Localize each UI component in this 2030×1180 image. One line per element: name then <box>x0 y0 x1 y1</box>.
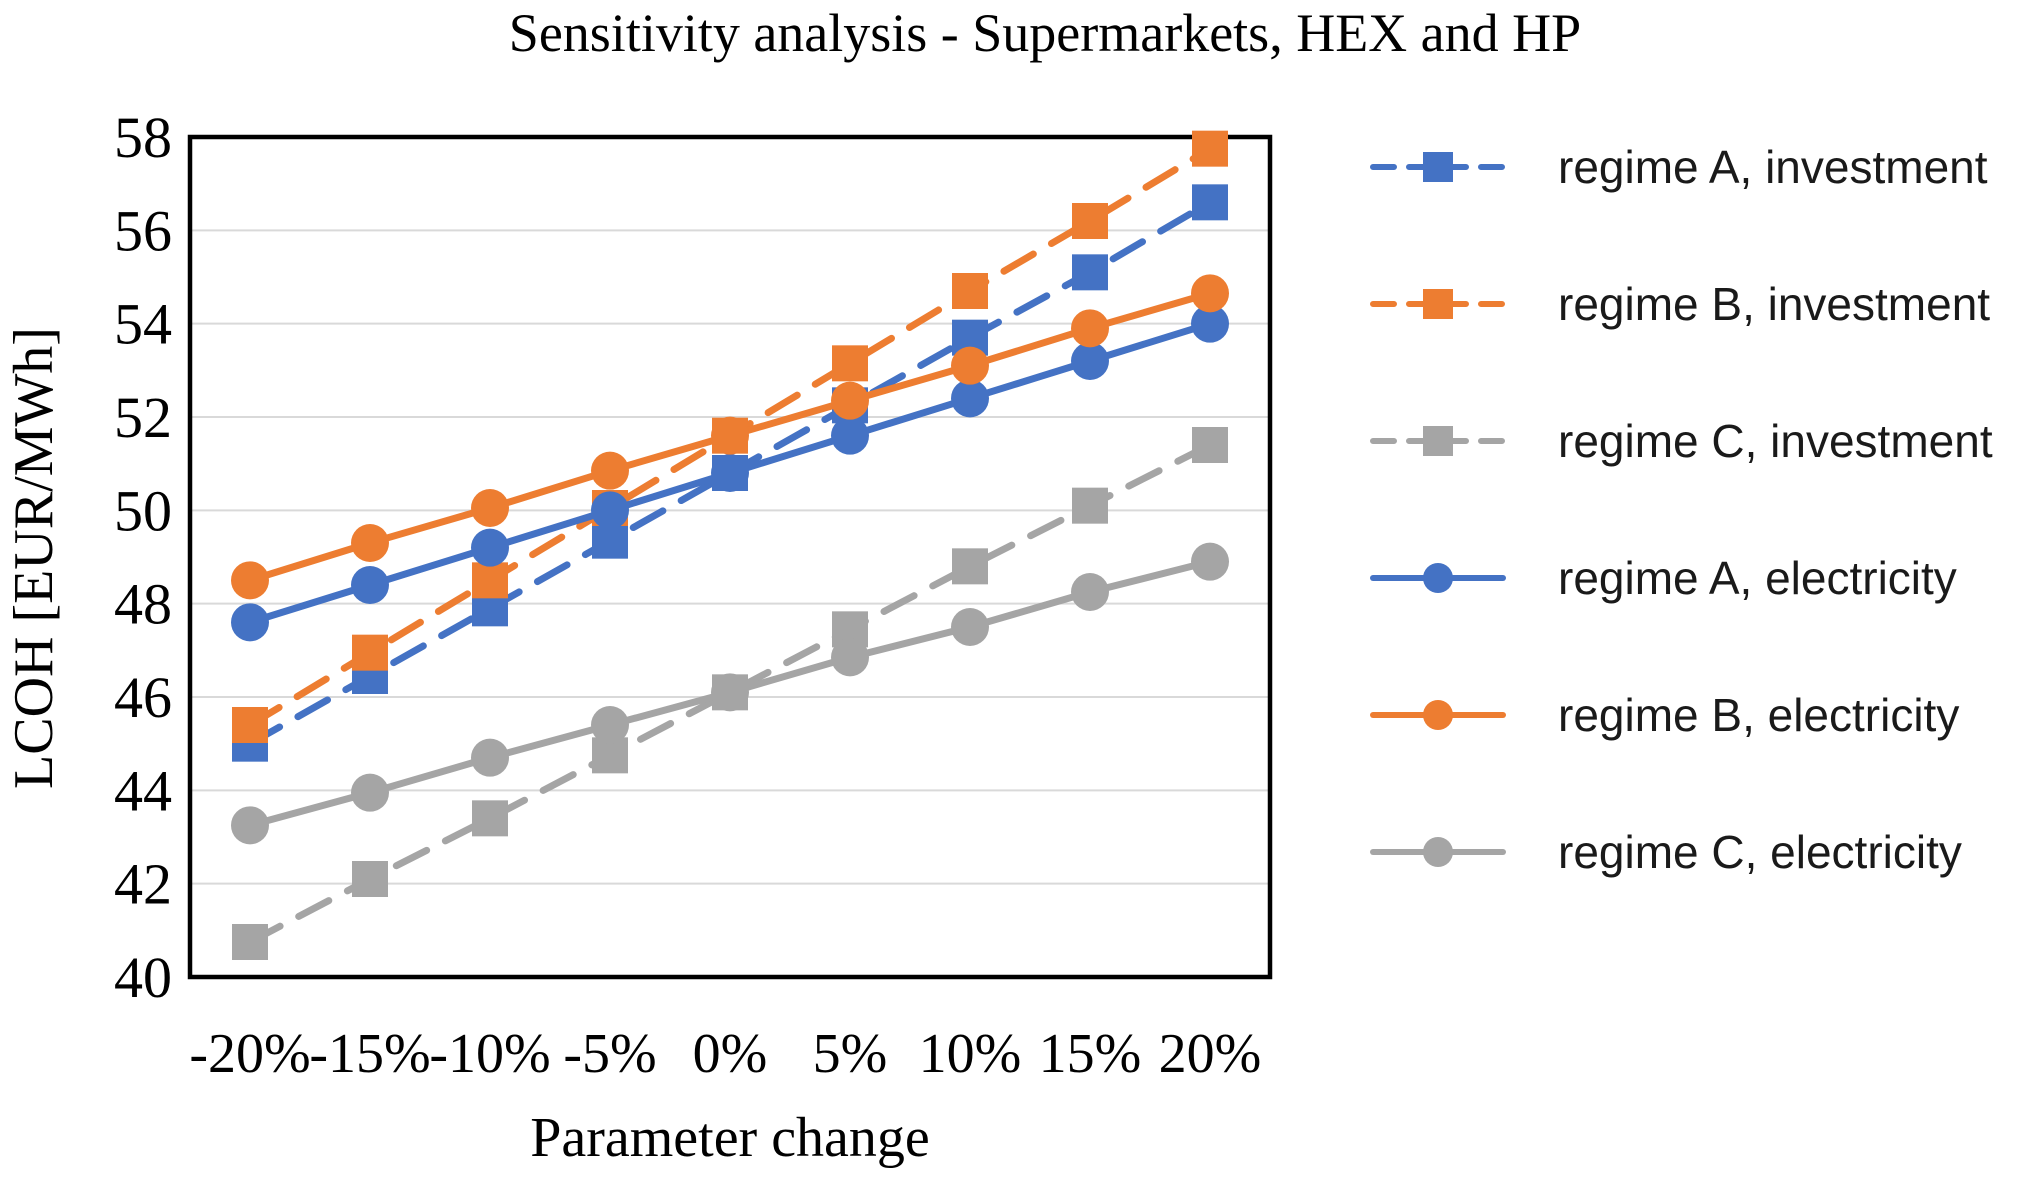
legend-marker-circle <box>1423 700 1453 730</box>
series-marker-circle <box>471 738 509 777</box>
series-marker-circle <box>591 491 629 530</box>
series-marker-square <box>472 800 508 837</box>
x-tick-label: -5% <box>563 1023 656 1085</box>
series-marker-circle <box>1191 274 1229 313</box>
legend-marker-square <box>1423 152 1453 182</box>
series-marker-square <box>472 562 508 599</box>
series-marker-circle <box>831 416 869 455</box>
legend-label: regime A, investment <box>1558 141 1988 193</box>
series-marker-circle <box>351 524 389 562</box>
y-tick-label: 44 <box>114 758 172 823</box>
series-marker-circle <box>1071 573 1109 611</box>
y-tick-label: 40 <box>114 945 172 1010</box>
series-marker-circle <box>1191 304 1229 343</box>
series-marker-square <box>1072 203 1108 239</box>
y-tick-label: 52 <box>114 385 172 450</box>
x-tick-label: 10% <box>919 1023 1022 1085</box>
series-marker-square <box>1192 184 1228 221</box>
y-tick-label: 48 <box>114 572 172 637</box>
series-marker-circle <box>951 346 989 385</box>
legend-marker-square <box>1423 426 1453 456</box>
series-marker-circle <box>711 416 749 455</box>
y-tick-label: 46 <box>114 665 172 730</box>
legend-label: regime C, investment <box>1558 415 1993 467</box>
series-marker-circle <box>1191 542 1229 581</box>
x-tick-label: 15% <box>1039 1023 1142 1085</box>
series-marker-square <box>1072 487 1108 524</box>
y-tick-label: 54 <box>114 292 172 357</box>
series-marker-circle <box>351 773 389 812</box>
series-marker-circle <box>231 806 269 845</box>
y-tick-label: 42 <box>114 852 172 917</box>
x-tick-label: 0% <box>693 1023 768 1085</box>
series-marker-circle <box>231 603 269 642</box>
legend-marker-circle <box>1423 837 1453 867</box>
series-marker-square <box>232 924 268 960</box>
series-marker-circle <box>831 638 869 677</box>
legend-label: regime A, electricity <box>1558 552 1957 604</box>
series-marker-circle <box>1071 309 1109 348</box>
chart-title: Sensitivity analysis - Supermarkets, HEX… <box>508 3 1582 63</box>
series-marker-square <box>1192 427 1228 463</box>
series-marker-circle <box>951 379 989 418</box>
series-marker-circle <box>591 451 629 490</box>
series-marker-circle <box>471 489 509 527</box>
series-marker-square <box>352 861 388 897</box>
series-marker-circle <box>471 528 509 567</box>
y-axis-title: LCOH [EUR/MWh] <box>3 327 65 789</box>
plot-frame <box>187 134 1273 980</box>
x-tick-label: -20% <box>189 1023 310 1085</box>
series-marker-circle <box>951 608 989 646</box>
series-marker-circle <box>831 381 869 420</box>
series-line <box>246 441 1214 946</box>
series-marker-square <box>1072 254 1108 291</box>
x-tick-label: 5% <box>813 1023 888 1085</box>
x-tick-label: -15% <box>309 1023 430 1085</box>
y-tick-label: 56 <box>114 198 172 263</box>
x-tick-label: 20% <box>1159 1023 1262 1085</box>
y-tick-label: 58 <box>114 105 172 170</box>
series-marker-square <box>232 707 268 743</box>
series-marker-square <box>1192 130 1228 167</box>
legend-label: regime B, investment <box>1558 278 1990 330</box>
series-marker-circle <box>711 454 749 492</box>
legend-label: regime C, electricity <box>1558 826 1962 878</box>
series-marker-square <box>952 548 988 585</box>
x-axis-title: Parameter change <box>530 1107 930 1169</box>
series-marker-square <box>352 634 388 671</box>
series-marker-circle <box>351 566 389 604</box>
series-marker-circle <box>591 706 629 744</box>
legend-label: regime B, electricity <box>1558 689 1959 741</box>
series-marker-circle <box>711 673 749 712</box>
legend-marker-square <box>1423 289 1453 319</box>
x-tick-label: -10% <box>429 1023 550 1085</box>
series-marker-circle <box>1071 342 1109 380</box>
series-marker-square <box>832 345 868 382</box>
series-marker-circle <box>231 561 269 600</box>
legend-marker-circle <box>1423 563 1453 593</box>
y-tick-label: 50 <box>114 478 172 543</box>
series-marker-square <box>952 273 988 309</box>
